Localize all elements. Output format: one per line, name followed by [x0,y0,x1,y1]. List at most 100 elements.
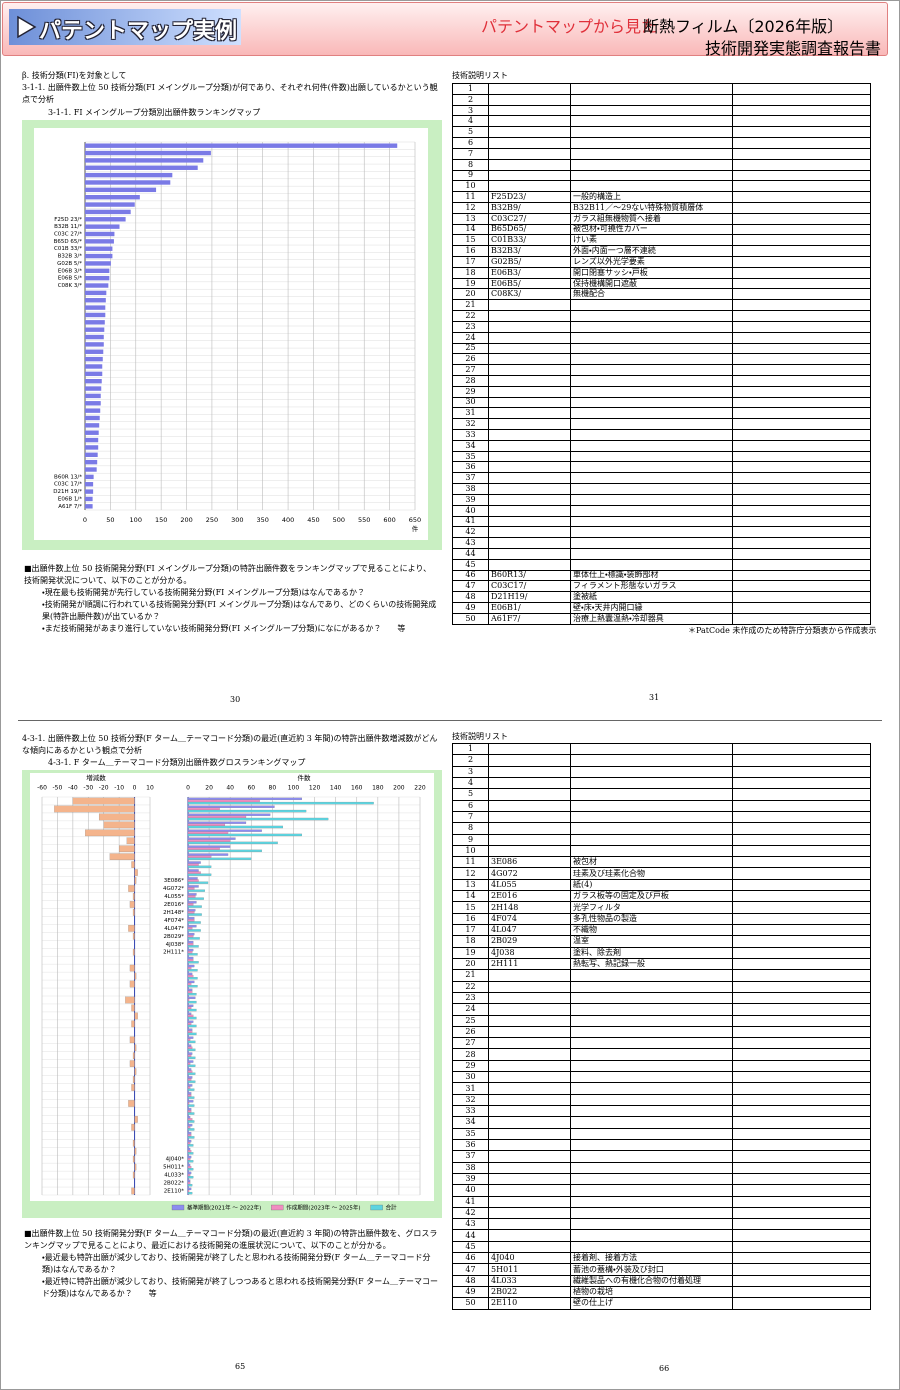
legend-swatch [171,1204,185,1211]
table-row: 21 [452,969,871,982]
table-row: 29 [452,1059,871,1073]
bar [187,977,198,980]
table-cell [488,299,571,312]
bar [187,1056,196,1059]
table-cell [732,901,871,914]
table-cell [732,547,871,560]
table-cell [732,1093,871,1107]
table-cell: 一般的構造上 [570,191,733,203]
table-cell [732,580,871,593]
table-cell: 壁の仕上げ [570,1297,733,1310]
table-cell [570,1059,733,1073]
note-line: ・最近特に特許出願が減少しており、技術開発が終了しつつあると思われる技術開発分野… [42,1277,439,1298]
table-cell [732,299,871,312]
table-row: 20 2H111 熱転写、熱記録一般 [452,957,871,971]
plot-background [30,773,434,1201]
table-cell [488,822,571,835]
bar [187,845,231,848]
table-cell [732,396,871,409]
bar [129,901,135,908]
bar [187,1048,196,1052]
table-cell [732,342,871,355]
table-cell: 8 [452,158,489,171]
x-tick-label: 400 [282,516,294,524]
y-tick-label: 4L055* [164,894,184,900]
x-tick-label: 0 [83,516,87,524]
table-cell [570,558,733,571]
bar [187,1094,192,1097]
bar [187,865,212,868]
table-cell [570,833,733,846]
table-cell: 7 [452,810,489,824]
bar [85,239,114,244]
bar [187,1104,195,1107]
table-cell [732,126,871,139]
table-row: 7 [452,147,871,160]
table-cell [488,980,571,993]
table-cell [488,547,571,560]
y-tick-label: C03C 27/* [54,232,82,238]
table-row: 36 [452,1138,871,1152]
table-cell [570,1037,733,1050]
bar [85,474,94,480]
table-row: 35 [452,450,871,463]
table-cell: 28 [452,1048,489,1061]
table-cell: 43 [452,1218,489,1231]
table-row: 11 3E086 被包材 [452,856,871,869]
table-cell [488,1161,571,1174]
table-cell: 50 [452,612,489,625]
table-row: 23 [452,991,871,1005]
table-cell [488,1014,571,1027]
table-cell [488,396,571,409]
bar [187,893,197,896]
table-cell [488,310,571,322]
bar [85,408,101,413]
table-cell [570,93,733,106]
bar [85,158,204,163]
bar [187,1000,197,1004]
table-cell [732,1048,871,1061]
table-cell [732,776,871,790]
bar [187,1116,191,1119]
table-cell [732,1104,871,1118]
table-row: 24 [452,1003,871,1016]
table-cell: 塗料、除去剤 [570,946,733,959]
bar [187,813,271,816]
table-cell [570,83,733,95]
table-cell: 15 [452,901,489,914]
table-cell: 32 [452,418,489,430]
table-row: 4 [452,776,871,790]
table-cell: 被包材・可撓性カバー [570,223,733,236]
bar [132,1155,135,1163]
table-cell [732,93,871,106]
y-tick-label: E06B 1/* [58,496,82,502]
table-cell: 温室 [570,935,733,948]
table-cell [570,374,733,387]
table-row: 12 4G072 珪素及び珪素化合物 [452,867,871,880]
table-cell [570,980,733,993]
y-tick-label: 2E016* [164,902,184,908]
table-cell: 17 [452,256,489,268]
bar [85,356,103,362]
table-cell: 6 [452,799,489,812]
y-tick-label: G02B 5/* [57,261,82,267]
bar [187,1064,196,1067]
note-line: ・技術開発が順調に行われている技術開発分野(FI メイングループ分類)はなんであ… [42,600,437,621]
bar [187,889,205,892]
bar [187,1036,194,1039]
table-cell [570,1127,733,1140]
bar [85,415,100,421]
table-cell [732,364,871,376]
table-cell: 35 [452,450,489,463]
x-tick-label: 550 [358,516,370,524]
table-cell: 14 [452,890,489,903]
bar [187,861,201,864]
footnote: ＊PatCode 未作成のため特許庁分類表から作成表示 [688,626,877,635]
table-cell [732,1014,871,1027]
x-tick-label: 0 [186,785,190,792]
table-cell: 38 [452,1161,489,1174]
table-cell [732,1161,871,1174]
table-cell [732,515,871,528]
bar [187,1088,195,1091]
table-cell [570,493,733,506]
